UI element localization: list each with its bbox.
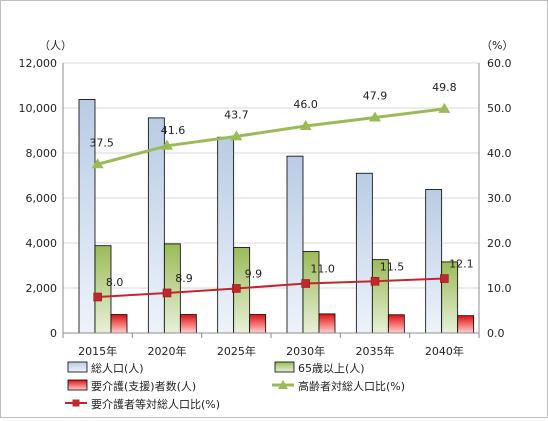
- point-marker: [301, 279, 310, 288]
- legend-marker: [278, 380, 288, 389]
- bar: [217, 136, 235, 334]
- point-marker: [232, 284, 241, 293]
- x-tick-label: 2035年: [356, 344, 395, 358]
- data-label: 8.9: [175, 272, 193, 285]
- left-tick-label: 4,000: [26, 237, 58, 250]
- data-label: 37.5: [89, 136, 114, 149]
- bar: [78, 99, 96, 334]
- left-tick-label: 8,000: [26, 147, 58, 160]
- right-tick-label: 60.0: [487, 57, 512, 70]
- point-marker: [369, 111, 381, 122]
- legend-label: 総人口(人): [91, 361, 144, 375]
- x-tick-label: 2030年: [286, 344, 325, 358]
- point-marker: [162, 288, 172, 298]
- left-tick-label: 10,000: [19, 102, 58, 115]
- data-label: 11.0: [310, 263, 335, 276]
- right-tick-label: 30.0: [487, 192, 512, 205]
- legend-swatch: [67, 379, 88, 391]
- series-line: [97, 107, 445, 166]
- data-label: 43.7: [224, 108, 249, 121]
- point-marker: [299, 120, 312, 130]
- bar: [163, 243, 181, 334]
- point-marker: [370, 276, 380, 286]
- data-label: 47.9: [363, 89, 388, 102]
- legend-swatch: [67, 361, 88, 373]
- bar: [286, 155, 304, 334]
- legend-label: 要介護者等対総人口比(%): [91, 397, 220, 411]
- bar: [387, 314, 405, 334]
- left-tick-label: 2,000: [26, 282, 58, 295]
- right-axis-unit: （%）: [481, 39, 513, 52]
- right-tick-label: 40.0: [487, 147, 512, 160]
- right-tick-label: 20.0: [487, 237, 512, 250]
- bar: [457, 315, 475, 334]
- legend: 総人口(人) 65歳以上(人) 要介護(支援)者数(人) 高齢者対総人口比(%) 要介護…: [65, 361, 405, 411]
- x-tick-label: 2025年: [217, 344, 256, 358]
- left-tick-label: 0: [50, 327, 57, 340]
- data-label: 41.6: [161, 124, 186, 137]
- legend-label: 高齢者対総人口比(%): [298, 379, 405, 393]
- legend-marker: [72, 399, 80, 407]
- bar: [425, 189, 443, 334]
- point-marker: [93, 292, 102, 302]
- bar: [94, 245, 112, 334]
- legend-swatch: [274, 361, 295, 373]
- legend-label: 要介護(支援)者数(人): [91, 379, 196, 393]
- point-marker: [438, 102, 451, 113]
- x-tick-label: 2020年: [148, 344, 187, 358]
- legend-label: 65歳以上(人): [298, 362, 365, 375]
- left-axis-unit: （人）: [39, 39, 72, 52]
- point-marker: [230, 130, 243, 141]
- bar: [318, 313, 336, 334]
- point-marker: [91, 158, 104, 169]
- bar: [249, 314, 267, 334]
- series-line: [97, 277, 445, 298]
- data-label: 9.9: [245, 267, 263, 280]
- data-label: 11.5: [380, 260, 405, 273]
- data-label: 8.0: [106, 276, 124, 289]
- point-marker: [161, 139, 173, 150]
- bar: [110, 314, 128, 334]
- bar: [355, 172, 373, 334]
- point-marker: [440, 274, 449, 283]
- data-label: 46.0: [293, 98, 318, 111]
- bar: [179, 314, 197, 334]
- x-tick-label: 2015年: [78, 344, 117, 358]
- left-tick-label: 12,000: [19, 57, 58, 70]
- left-tick-label: 6,000: [26, 192, 58, 205]
- right-tick-label: 0.0: [487, 327, 505, 340]
- data-label: 12.1: [449, 258, 474, 271]
- data-label: 49.8: [432, 81, 457, 94]
- right-tick-label: 10.0: [487, 282, 512, 295]
- x-tick-label: 2040年: [425, 344, 464, 358]
- right-tick-label: 50.0: [487, 102, 512, 115]
- bar: [441, 261, 459, 334]
